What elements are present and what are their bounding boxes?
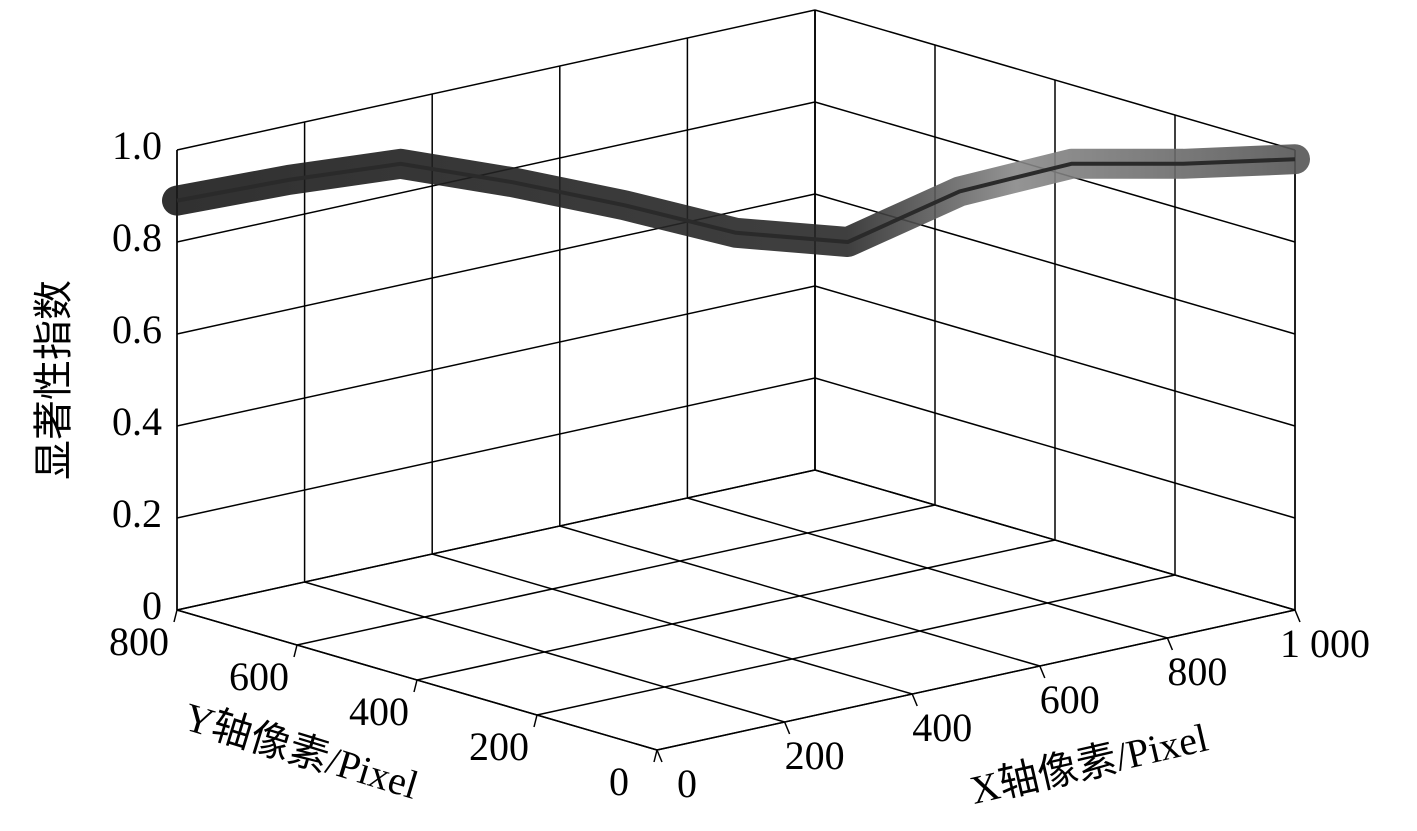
y-tick-label: 800 xyxy=(109,619,169,664)
grid-line xyxy=(176,9,816,151)
tick-mark xyxy=(293,644,298,658)
z-tick-label: 1.0 xyxy=(112,123,162,168)
tick-mark xyxy=(533,714,538,728)
x-axis-label: X轴像素/Pixel xyxy=(966,715,1212,813)
x-tick-label: 400 xyxy=(912,705,972,750)
y-tick-label: 600 xyxy=(229,654,289,699)
grid-line xyxy=(176,377,816,519)
x-tick-label: 200 xyxy=(785,733,845,778)
z-tick-label: 0.6 xyxy=(112,307,162,352)
z-axis-label: 显著性指数 xyxy=(31,280,76,480)
z-tick-label: 0 xyxy=(142,583,162,628)
grid-line xyxy=(296,504,936,646)
grid-line xyxy=(176,469,816,611)
grid-line xyxy=(536,574,1176,716)
grid-line xyxy=(176,285,816,427)
tick-mark xyxy=(653,749,658,763)
x-tick-label: 1 000 xyxy=(1280,621,1370,666)
x-tick-label: 0 xyxy=(677,761,697,806)
grid-line xyxy=(416,539,1056,681)
x-tick-label: 600 xyxy=(1040,677,1100,722)
grid-line xyxy=(656,609,1296,751)
tick-mark xyxy=(173,609,178,623)
y-tick-label: 0 xyxy=(609,759,629,804)
tick-mark xyxy=(1294,609,1301,623)
tick-mark xyxy=(413,679,418,693)
tick-mark xyxy=(1166,637,1174,651)
tick-mark xyxy=(783,721,791,735)
z-tick-label: 0.8 xyxy=(112,215,162,260)
tick-mark xyxy=(656,749,663,763)
z-tick-label: 0.4 xyxy=(112,399,162,444)
tick-mark xyxy=(911,693,918,707)
surface-edge xyxy=(176,157,1296,244)
y-tick-label: 200 xyxy=(469,724,529,769)
tick-mark xyxy=(1039,665,1046,679)
x-tick-label: 800 xyxy=(1167,649,1227,694)
z-tick-label: 0.2 xyxy=(112,491,162,536)
y-tick-label: 400 xyxy=(349,689,409,734)
